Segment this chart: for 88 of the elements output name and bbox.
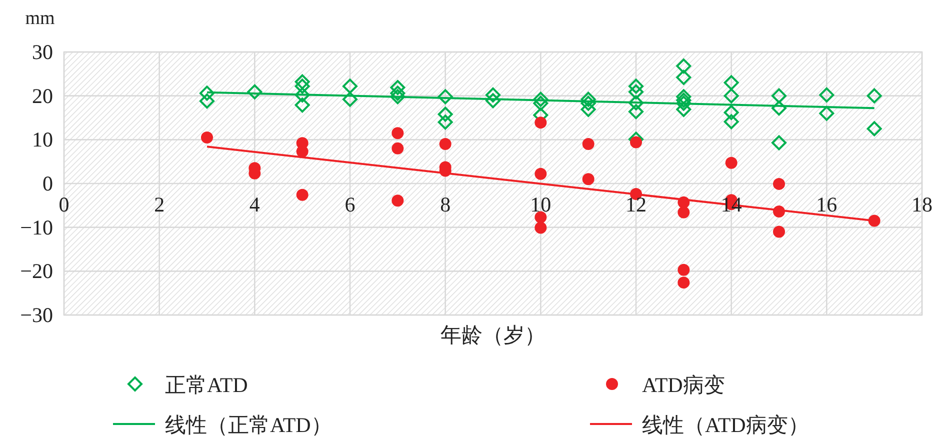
point [533,92,548,107]
y-tick-label: 0 [42,172,53,196]
point [724,88,739,104]
y-tick-label: −20 [20,259,53,284]
point [486,93,500,108]
point [678,196,690,208]
point [628,84,644,100]
point [533,96,548,111]
point [819,87,834,102]
point [676,102,692,117]
point [772,135,786,150]
point [200,94,214,109]
x-tick-label: 16 [816,192,838,216]
point [628,104,644,120]
y-axis-title: mm [25,8,55,29]
point [866,121,882,136]
point [294,78,310,94]
point [342,92,358,107]
point [200,86,214,101]
point [534,211,547,224]
point [772,88,786,104]
point [628,95,644,110]
y-tick-label: 30 [32,40,53,64]
point [678,276,690,289]
point [580,92,596,107]
point [772,100,786,116]
point [439,138,452,150]
point [819,106,834,121]
point [678,264,690,276]
point [582,138,594,150]
point [438,114,453,130]
point [866,88,882,104]
x-axis-title: 年龄（岁） [440,323,546,347]
point [582,173,594,186]
x-tick-label: 10 [530,192,552,216]
point [773,178,785,190]
point [390,86,406,101]
point [630,136,642,148]
point [534,116,547,129]
legend-label: 正常ATD [165,373,248,397]
point [724,104,739,120]
point [296,146,308,158]
point [390,80,406,96]
point [534,168,547,180]
x-tick-label: 0 [58,192,70,216]
point [392,194,404,207]
point [580,102,596,117]
point [628,78,644,94]
x-tick-label: 2 [154,192,165,216]
legend-label: ATD病变 [642,373,725,397]
legend-label: 线性（ATD病变） [642,413,809,437]
x-tick-label: 4 [249,192,260,216]
x-tick-label: 6 [344,192,356,216]
point [294,98,310,113]
y-tick-label: −30 [20,303,53,327]
x-tick-label: 12 [626,192,646,216]
point [773,206,785,218]
point [392,127,404,140]
point [534,222,547,234]
point [438,89,453,104]
point [294,87,310,102]
point [438,106,453,122]
point [247,84,262,100]
x-tick-label: 8 [440,192,451,216]
y-tick-label: −10 [20,215,53,240]
point [294,74,310,90]
point [676,70,692,85]
point [724,114,739,130]
point [392,142,404,154]
x-tick-label: 18 [912,192,932,216]
y-tick-label: 20 [32,84,53,108]
point [580,96,596,111]
y-tick-label: 10 [32,128,53,152]
point [725,156,738,169]
point [390,89,406,104]
point [773,226,785,238]
point [342,78,358,94]
point [868,214,880,227]
legend-label: 线性（正常ATD） [165,413,332,437]
point [676,89,692,104]
point [676,96,692,111]
point [724,75,739,90]
point [676,92,692,108]
point [296,188,308,201]
point [678,206,690,218]
point [486,87,500,102]
point [676,58,692,74]
point [201,131,213,144]
